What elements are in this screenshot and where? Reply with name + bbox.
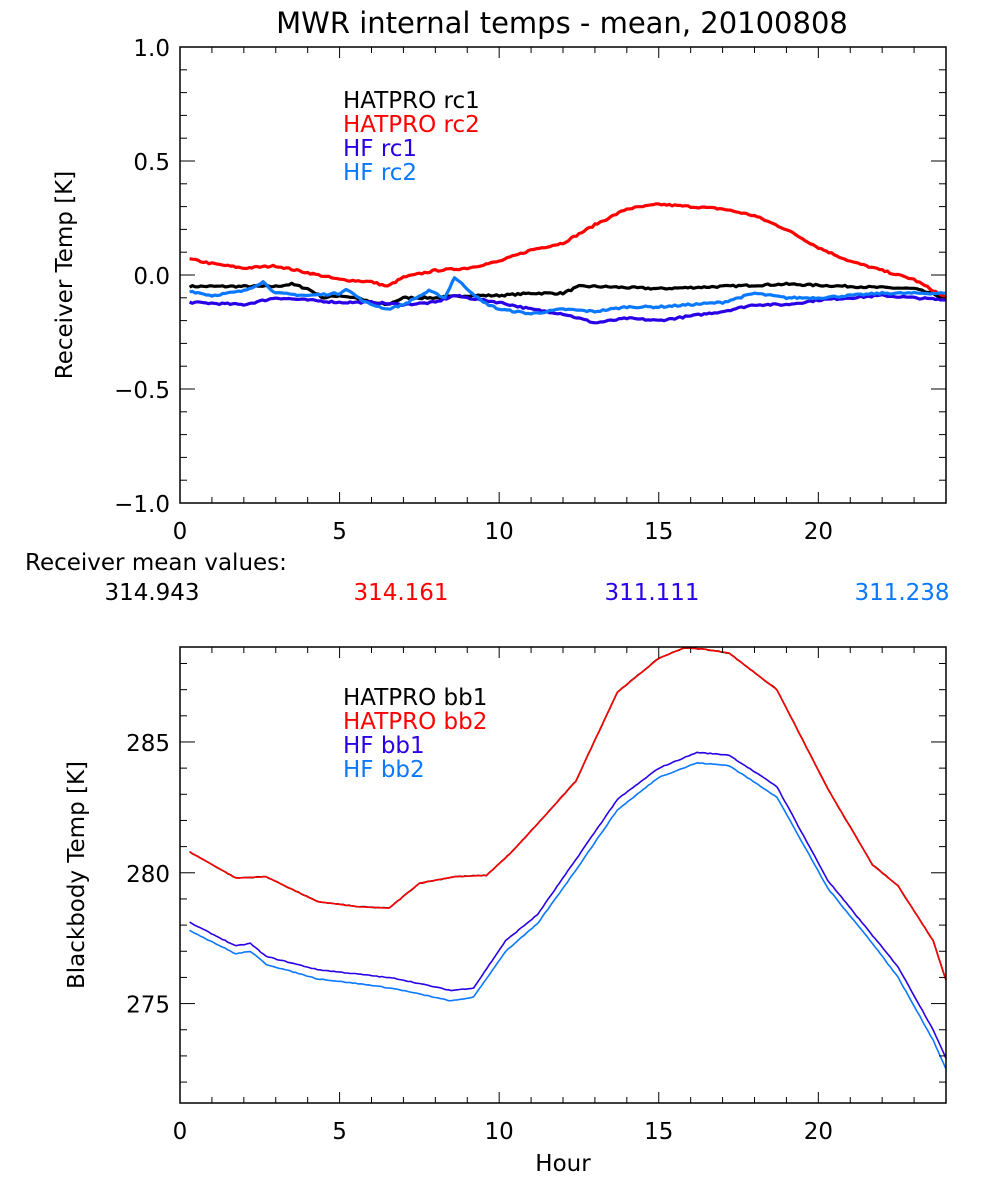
- chart-title: MWR internal temps - mean, 20100808: [276, 6, 848, 40]
- legend-entry: HF bb1: [343, 733, 425, 759]
- legend-entry: HATPRO bb1: [343, 685, 487, 711]
- plot-frame: [179, 646, 947, 1104]
- series-line-hatpro-bb1: [189, 646, 947, 981]
- x-tick-label: 10: [485, 519, 514, 545]
- y-tick-label: 280: [126, 862, 170, 888]
- x-tick-label: 0: [173, 1119, 188, 1145]
- legend-entry: HATPRO bb2: [343, 709, 487, 735]
- legend-entry: HATPRO rc2: [343, 112, 480, 138]
- y-tick-label: 285: [126, 731, 170, 757]
- blackbody-ylabel: Blackbody Temp [K]: [64, 761, 90, 989]
- receiver-means-label: Receiver mean values:: [25, 550, 287, 576]
- y-tick-label: 0.5: [133, 150, 170, 176]
- y-tick-label: 1.0: [133, 36, 170, 62]
- receiver-mean-hatpro-rc2: 314.161: [353, 580, 448, 606]
- x-tick-label: 5: [332, 519, 347, 545]
- legend-entry: HATPRO rc1: [343, 88, 480, 114]
- receiver-mean-hf-rc2: 311.238: [854, 580, 949, 606]
- legend-entry: HF bb2: [343, 757, 425, 783]
- plot-frame: [179, 46, 947, 504]
- y-tick-label: −0.5: [114, 378, 170, 404]
- x-tick-label: 0: [173, 519, 188, 545]
- y-tick-label: 0.0: [133, 264, 170, 290]
- series-line-hatpro-rc2: [189, 202, 947, 300]
- series-line-hf-bb1: [189, 751, 947, 1059]
- x-tick-label: 10: [485, 1119, 514, 1145]
- x-tick-label: 15: [644, 519, 673, 545]
- series-line-hf-rc1: [188, 293, 947, 325]
- receiver-temp-panel: 0 5 10 15 20 −1.0 −0.5 0.0 0.5 1.0 HATPRO rc1HATPR…: [114, 36, 947, 545]
- x-tick-label: 20: [804, 1119, 833, 1145]
- receiver-mean-hf-rc1: 311.111: [604, 580, 699, 606]
- x-tick-label: 5: [332, 1119, 347, 1145]
- x-tick-label: 20: [804, 519, 833, 545]
- series-line-hf-bb2: [189, 761, 947, 1070]
- series-line-hatpro-bb2: [189, 646, 947, 981]
- hour-xlabel: Hour: [535, 1151, 591, 1177]
- series-line-hf-rc2: [189, 276, 946, 316]
- receiver-mean-hatpro-rc1: 314.943: [104, 580, 199, 606]
- y-tick-label: −1.0: [114, 492, 170, 518]
- receiver-ylabel: Receiver Temp [K]: [52, 171, 78, 379]
- y-tick-label: 275: [126, 993, 170, 1019]
- x-tick-label: 15: [644, 1119, 673, 1145]
- legend-entry: HF rc1: [343, 136, 417, 162]
- legend-entry: HF rc2: [343, 160, 417, 186]
